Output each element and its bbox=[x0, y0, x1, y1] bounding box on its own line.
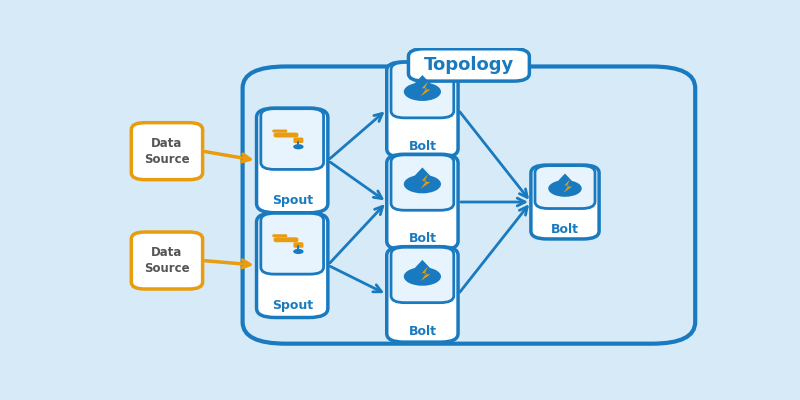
FancyBboxPatch shape bbox=[391, 155, 454, 210]
FancyBboxPatch shape bbox=[272, 130, 287, 132]
Polygon shape bbox=[410, 260, 435, 274]
FancyBboxPatch shape bbox=[131, 123, 202, 180]
Text: Spout: Spout bbox=[272, 299, 313, 312]
Polygon shape bbox=[421, 82, 430, 96]
Text: Bolt: Bolt bbox=[409, 140, 437, 153]
FancyBboxPatch shape bbox=[257, 213, 328, 318]
Polygon shape bbox=[563, 179, 572, 193]
FancyBboxPatch shape bbox=[391, 247, 454, 303]
FancyBboxPatch shape bbox=[386, 62, 458, 157]
Circle shape bbox=[404, 267, 441, 286]
FancyBboxPatch shape bbox=[272, 234, 287, 237]
Text: Bolt: Bolt bbox=[551, 223, 579, 236]
Circle shape bbox=[404, 175, 441, 193]
FancyBboxPatch shape bbox=[294, 138, 303, 143]
FancyBboxPatch shape bbox=[261, 109, 323, 170]
Text: Data
Source: Data Source bbox=[144, 137, 190, 166]
Polygon shape bbox=[421, 266, 430, 281]
Text: Data
Source: Data Source bbox=[144, 246, 190, 275]
Polygon shape bbox=[410, 168, 435, 181]
Circle shape bbox=[293, 144, 304, 149]
FancyBboxPatch shape bbox=[257, 108, 328, 213]
FancyBboxPatch shape bbox=[242, 66, 695, 344]
Polygon shape bbox=[554, 174, 577, 186]
FancyBboxPatch shape bbox=[391, 62, 454, 118]
FancyBboxPatch shape bbox=[386, 154, 458, 250]
Polygon shape bbox=[410, 75, 435, 89]
Circle shape bbox=[548, 180, 582, 197]
FancyBboxPatch shape bbox=[274, 237, 298, 242]
Circle shape bbox=[404, 82, 441, 101]
FancyBboxPatch shape bbox=[535, 166, 595, 208]
FancyBboxPatch shape bbox=[274, 132, 298, 138]
Text: Bolt: Bolt bbox=[409, 325, 437, 338]
FancyBboxPatch shape bbox=[531, 165, 599, 239]
Text: Topology: Topology bbox=[424, 56, 514, 74]
Circle shape bbox=[293, 249, 304, 254]
FancyBboxPatch shape bbox=[261, 213, 323, 274]
Text: Spout: Spout bbox=[272, 194, 313, 207]
Text: Bolt: Bolt bbox=[409, 232, 437, 246]
FancyBboxPatch shape bbox=[409, 49, 530, 81]
FancyBboxPatch shape bbox=[386, 247, 458, 342]
FancyBboxPatch shape bbox=[131, 232, 202, 289]
Polygon shape bbox=[421, 174, 430, 189]
FancyBboxPatch shape bbox=[294, 242, 303, 248]
